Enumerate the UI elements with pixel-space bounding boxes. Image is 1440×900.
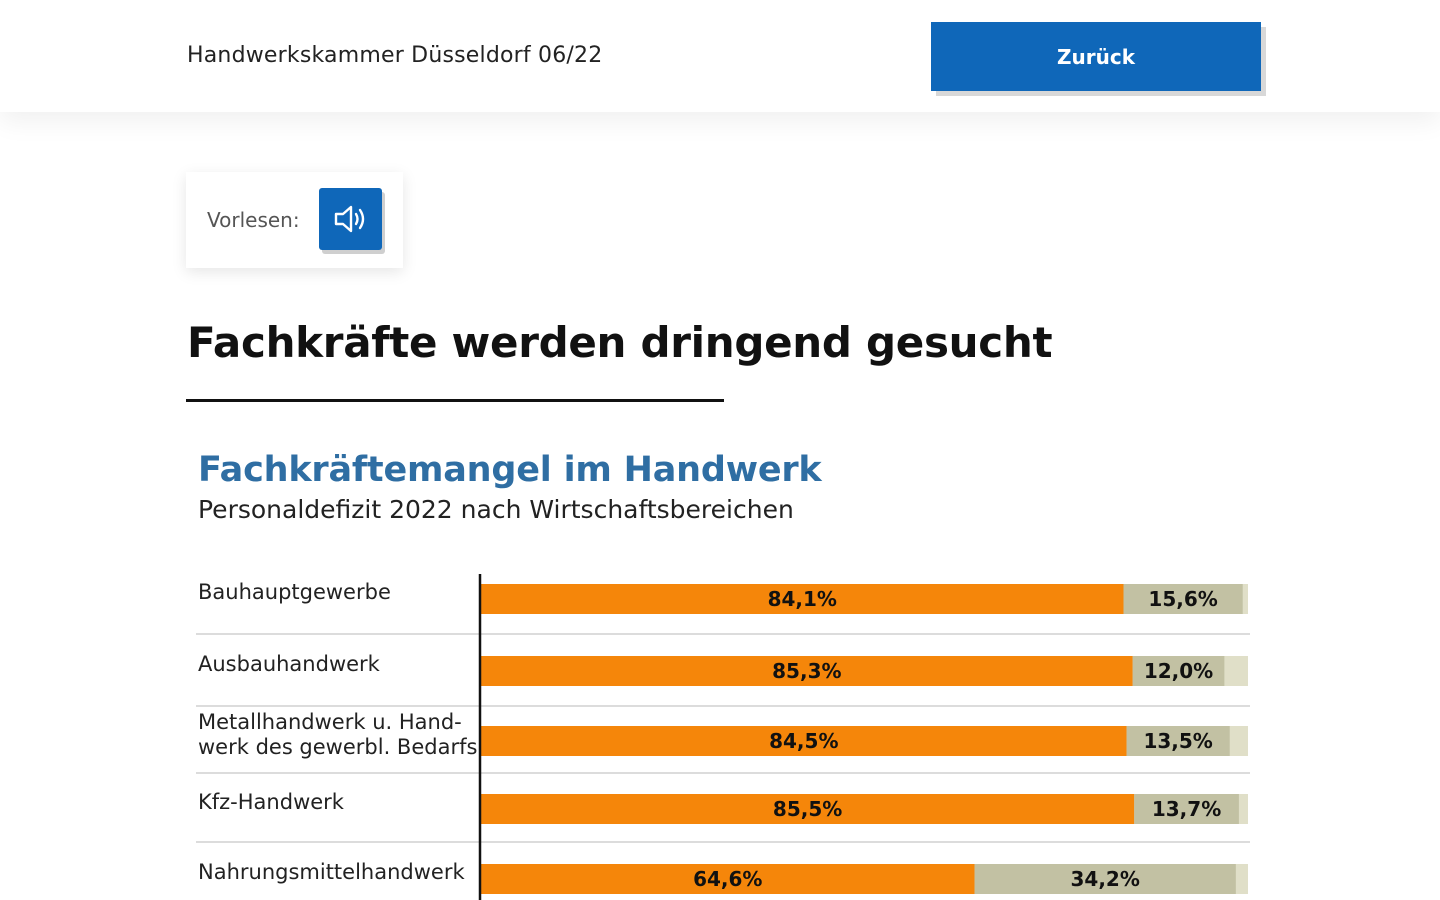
bar-track [481, 726, 1248, 756]
category-label: werk des gewerbl. Bedarfs [198, 735, 477, 759]
read-aloud-button[interactable] [319, 188, 382, 250]
bar-segment-secondary [1123, 584, 1243, 614]
bar-value-label: 34,2% [1070, 867, 1139, 891]
page-title: Fachkräfte werden dringend gesucht [187, 318, 1053, 367]
category-label: Ausbauhandwerk [198, 652, 381, 676]
bar-value-label: 13,5% [1143, 729, 1212, 753]
bar-segment-primary [481, 794, 1135, 824]
back-button[interactable]: Zurück [931, 22, 1261, 91]
bar-value-label: 15,6% [1148, 587, 1217, 611]
bar-value-label: 85,5% [773, 797, 842, 821]
bar-segment-primary [481, 584, 1124, 614]
bar-value-label: 64,6% [693, 867, 762, 891]
bar-value-label: 12,0% [1144, 659, 1213, 683]
chart-subtitle: Personaldefizit 2022 nach Wirtschaftsber… [198, 495, 794, 524]
category-label: Bauhauptgewerbe [198, 580, 391, 604]
brand-title: Handwerkskammer Düsseldorf 06/22 [187, 43, 603, 68]
category-label: Nahrungsmittelhandwerk [198, 860, 465, 884]
bar-segment-secondary [1134, 794, 1239, 824]
bar-segment-secondary [1132, 656, 1225, 686]
bar-value-label: 13,7% [1152, 797, 1221, 821]
bar-value-label: 85,3% [772, 659, 841, 683]
top-bar: Handwerkskammer Düsseldorf 06/22 Zurück [0, 0, 1440, 112]
bar-value-label: 84,5% [769, 729, 838, 753]
bar-segment-primary [481, 864, 975, 894]
speaker-icon [334, 205, 364, 233]
chart-title: Fachkräftemangel im Handwerk [198, 450, 822, 490]
bar-segment-secondary [1126, 726, 1230, 756]
bar-value-label: 84,1% [768, 587, 837, 611]
bar-segment-primary [481, 726, 1127, 756]
bar-track [481, 864, 1248, 894]
bar-track [481, 794, 1248, 824]
title-underline [186, 399, 724, 402]
bar-segment-primary [481, 656, 1133, 686]
category-label: Metallhandwerk u. Hand- [198, 710, 462, 734]
bar-segment-secondary [974, 864, 1236, 894]
bar-track [481, 584, 1248, 614]
read-aloud-label: Vorlesen: [207, 208, 300, 232]
bar-track [481, 656, 1248, 686]
category-label: Kfz-Handwerk [198, 790, 345, 814]
